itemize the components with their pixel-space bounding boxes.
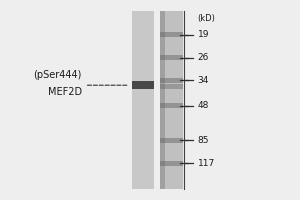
Text: 19: 19 [198,30,209,39]
Bar [160,32,183,37]
Bar [160,78,183,83]
Bar [132,81,154,89]
Text: 117: 117 [198,159,215,168]
Bar [160,138,183,143]
Bar [132,11,154,189]
Text: 85: 85 [198,136,209,145]
Text: MEF2D: MEF2D [47,87,82,97]
Text: 26: 26 [198,53,209,62]
Bar [160,103,183,108]
Bar [160,55,183,60]
Bar [160,84,183,89]
Text: 48: 48 [198,101,209,110]
Bar [160,11,165,189]
Bar [160,11,183,189]
Bar [160,161,183,166]
Text: 34: 34 [198,76,209,85]
Text: (kD): (kD) [198,14,215,23]
Text: (pSer444): (pSer444) [33,70,82,80]
